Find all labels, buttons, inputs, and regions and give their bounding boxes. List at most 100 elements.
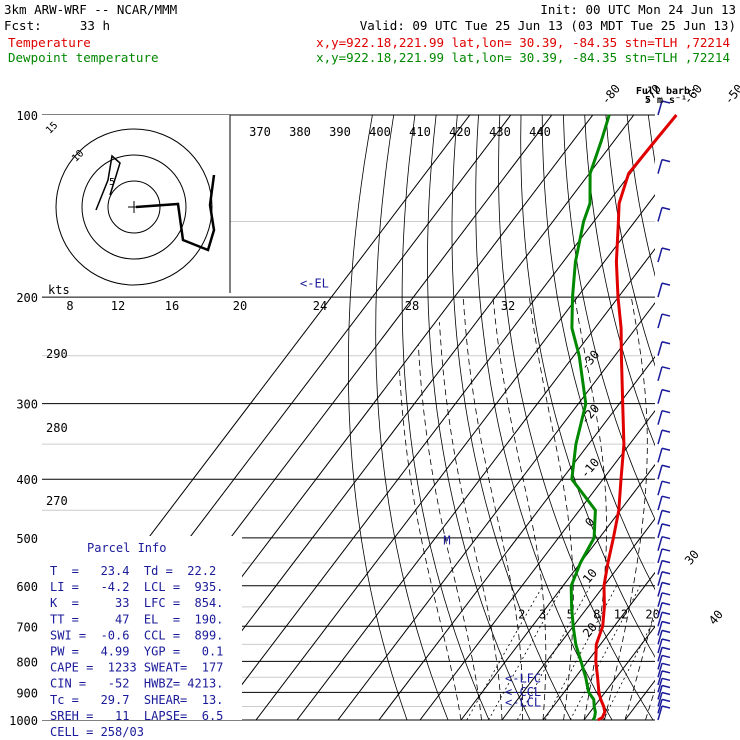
wind-barb-staff [657, 647, 663, 662]
wind-barb [657, 282, 671, 298]
parcel-info-row: PW = 4.99 YGP = 0.1 [50, 645, 223, 659]
wind-barb [657, 523, 671, 539]
dewpoint-location: x,y=922.18,221.99 lat,lon= 30.39, -84.35… [316, 50, 730, 65]
parcel-info-row: LI = -4.2 LCL = 935. [50, 580, 223, 594]
theta-e-label: 420 [449, 125, 471, 139]
wind-barb-staff [657, 448, 663, 463]
dry-adiabat-line [401, 115, 490, 720]
wind-barb-staff [657, 159, 663, 174]
dewpoint-legend: Dewpoint temperature [8, 50, 159, 65]
wind-barb [657, 646, 671, 662]
wind-barb [657, 206, 671, 222]
dry-adiabat-line [670, 115, 740, 720]
wind-barb-feather [661, 480, 671, 484]
wind-barb-staff [657, 480, 663, 496]
wind-barb [657, 559, 671, 575]
speed-scale-label: 12 [111, 299, 125, 313]
wind-barb-feather [661, 495, 671, 499]
wind-barb-feather [661, 602, 671, 606]
hodograph-ring [107, 180, 161, 234]
dry-adiabat-line [712, 115, 740, 720]
wind-barb [657, 313, 671, 329]
dry-adiabat-line [605, 115, 655, 367]
parcel-info-row: T = 23.4 Td = 22.2 [50, 564, 216, 578]
pressure-tick-label: 200 [16, 291, 38, 305]
wind-barb-staff [657, 465, 663, 480]
wind-barb [657, 670, 671, 686]
theta-e-label: 390 [329, 125, 351, 139]
wind-barb-feather [661, 571, 671, 575]
wind-barb-feather [661, 705, 671, 709]
isotherm-line [296, 248, 655, 720]
wind-barb [657, 654, 671, 670]
mixing-ratio-label: 20 [645, 608, 659, 622]
parcel-info-panel: Parcel Info T = 23.4 Td = 22.2 LI = -4.2 … [42, 536, 242, 739]
wind-barb-staff [657, 592, 663, 608]
wind-barb [657, 388, 671, 404]
wind-barb [657, 548, 671, 564]
level-marker-label: <-CCL [505, 685, 541, 699]
wind-barb-feather [661, 206, 671, 211]
dry-adiabat-line [498, 115, 654, 720]
parcel-info-row: TT = 47 EL = 190. [50, 612, 223, 626]
wind-barb-feather [661, 158, 671, 163]
pressure-tick-label: 300 [16, 398, 38, 412]
wind-barb-feather [661, 654, 671, 659]
wind-barb [657, 535, 671, 551]
parcel-title: Parcel Info [87, 541, 166, 555]
mixing-ratio-label: 5 [567, 608, 574, 622]
wind-barb [657, 571, 671, 586]
wind-barb [657, 629, 671, 645]
theta-e-label: 400 [369, 125, 391, 139]
wind-barb [657, 480, 671, 496]
wind-key-value: 5 m s⁻¹ [645, 95, 687, 106]
parcel-info-row: SREH = 11 LAPSE= 6.5 [50, 709, 223, 723]
wind-barb-staff [657, 313, 663, 329]
pressure-tick-label: 100 [16, 109, 38, 123]
isotherm-label: -80 [598, 82, 623, 108]
dry-adiabat-line [427, 115, 531, 720]
wind-barb-feather [661, 100, 671, 104]
wind-barb-staff [657, 560, 663, 575]
wind-barb-feather [661, 282, 671, 286]
wind-barb-staff [657, 548, 663, 564]
hodograph-ring [55, 128, 213, 286]
wind-barb [657, 495, 671, 511]
speed-scale-label: 32 [501, 299, 515, 313]
wind-barb-staff [657, 582, 663, 597]
wind-barb-feather [661, 409, 671, 414]
parcel-info-row: K = 33 LFC = 854. [50, 596, 223, 610]
pressure-tick-label: 900 [16, 686, 38, 700]
dry-adiabat-line [375, 115, 449, 720]
wind-barb-staff [657, 692, 663, 707]
wind-barb-feather [661, 559, 671, 564]
isotherm-label: 30 [682, 547, 702, 567]
parcel-panel-background [42, 536, 242, 720]
wind-barb [657, 602, 671, 617]
wind-barb-staff [657, 678, 663, 693]
wind-barb-feather [661, 548, 671, 552]
wind-barb-staff [657, 523, 663, 539]
theta-e-label: 440 [529, 125, 551, 139]
wind-barb-staff [657, 341, 663, 356]
wind-barb-feather [661, 684, 671, 689]
isotherm-line [173, 115, 635, 720]
dry-adiabat-line [520, 115, 655, 658]
theta-label: 270 [46, 494, 68, 508]
wind-barb-feather [661, 611, 671, 616]
hodograph-ring [81, 154, 187, 260]
pressure-tick-label: 700 [16, 620, 38, 634]
pressure-tick-label: 500 [16, 532, 38, 546]
mixing-ratio-label: 8 [593, 608, 600, 622]
wind-barb-staff [657, 366, 663, 382]
wind-barb-feather [661, 464, 671, 468]
isotherm-label: -50 [721, 82, 740, 108]
moist-adiabat-line [666, 297, 740, 720]
wind-barb-feather [661, 677, 671, 682]
dry-adiabat-line [475, 115, 613, 720]
wind-barb-staff [657, 389, 663, 404]
temperature-location: x,y=922.18,221.99 lat,lon= 30.39, -84.35… [316, 35, 730, 50]
dry-adiabat-line [451, 115, 572, 720]
mixing-ratio-line [488, 585, 564, 720]
